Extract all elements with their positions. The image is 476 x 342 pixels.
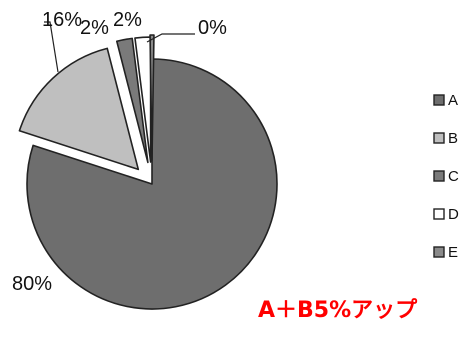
leader-lines xyxy=(44,21,195,73)
legend-label-e: E xyxy=(448,244,458,261)
legend-swatch-a xyxy=(433,94,445,106)
legend-swatch-c xyxy=(433,170,445,182)
data-labels: 80%16% 2%2% 0% xyxy=(12,9,227,295)
pie-slice-b xyxy=(18,47,140,171)
legend-swatch-b xyxy=(433,132,445,144)
legend-swatch-e xyxy=(433,246,445,258)
pie-slice-e xyxy=(149,34,155,161)
legend: A B C D E xyxy=(433,92,459,261)
pie-slice-c xyxy=(115,37,149,164)
legend-label-c: C xyxy=(448,168,459,185)
data-label-c: 2% xyxy=(113,9,142,31)
leader-line-b xyxy=(44,21,59,73)
pie-slices xyxy=(18,34,278,310)
legend-label-b: B xyxy=(448,130,458,147)
data-label-e: 0% xyxy=(198,17,227,39)
data-label-b: 16% xyxy=(42,9,82,31)
legend-swatch-d xyxy=(433,208,445,220)
data-label-a: 80% xyxy=(12,273,52,295)
legend-label-a: A xyxy=(448,92,458,109)
data-label-d: 2% xyxy=(80,17,109,39)
legend-label-d: D xyxy=(448,206,459,223)
pie-slice-a xyxy=(26,58,278,310)
annotation-text: A＋B5%アップ xyxy=(258,298,418,323)
leader-line-e xyxy=(146,33,195,43)
